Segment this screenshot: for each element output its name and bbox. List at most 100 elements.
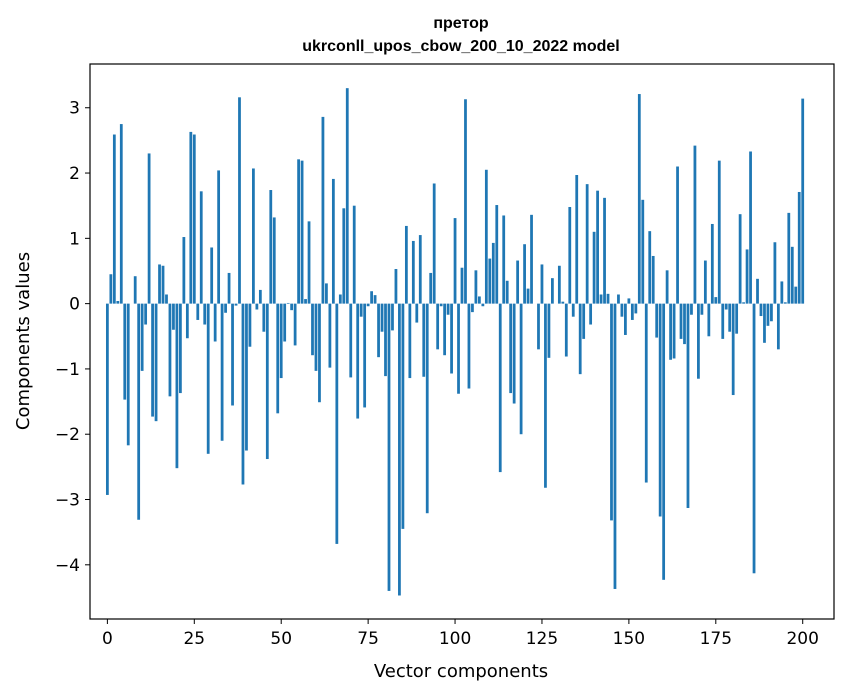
y-tick-label: 1	[69, 229, 80, 249]
bar-152	[634, 303, 638, 314]
bar-124	[537, 303, 540, 350]
bar-188	[759, 303, 763, 317]
bar-125	[540, 264, 544, 304]
bar-57	[304, 299, 307, 304]
bar-14	[154, 303, 158, 422]
bar-169	[693, 145, 697, 304]
bar-164	[676, 166, 679, 304]
bar-112	[495, 205, 499, 304]
bar-63	[325, 283, 328, 304]
bar-102	[460, 267, 464, 304]
bar-73	[359, 303, 363, 317]
bar-64	[328, 303, 332, 368]
bar-48	[272, 217, 276, 304]
bar-194	[780, 281, 784, 304]
bar-186	[752, 303, 756, 574]
bar-106	[474, 270, 478, 304]
bar-71	[352, 205, 356, 304]
bar-171	[700, 303, 704, 315]
bar-31	[213, 303, 217, 342]
bar-137	[582, 303, 586, 339]
bar-47	[269, 190, 273, 304]
bar-109	[484, 169, 488, 304]
bar-195	[783, 302, 787, 304]
bar-155	[644, 303, 648, 483]
bar-128	[551, 278, 554, 304]
bar-167	[686, 303, 690, 508]
bar-27	[199, 191, 203, 304]
bar-52	[286, 302, 290, 304]
bar-174	[710, 223, 714, 304]
bar-144	[606, 293, 610, 304]
bar-198	[794, 286, 798, 304]
bar-132	[564, 303, 568, 357]
bar-28	[203, 303, 207, 325]
bar-20	[175, 303, 179, 469]
bar-74	[363, 303, 367, 408]
bar-1	[109, 274, 113, 304]
bar-42	[252, 168, 255, 304]
bar-140	[592, 231, 596, 304]
bar-177	[721, 303, 725, 339]
bar-41	[248, 303, 252, 347]
x-tick-label: 175	[700, 629, 732, 649]
bar-134	[571, 303, 575, 317]
bar-151	[630, 303, 634, 320]
bar-161	[665, 270, 669, 304]
bar-150	[627, 298, 631, 304]
bar-103	[464, 99, 467, 304]
bar-94	[432, 183, 436, 304]
bar-38	[238, 97, 241, 304]
bar-61	[318, 303, 321, 403]
bar-84	[398, 303, 401, 596]
bar-59	[311, 303, 314, 356]
bar-67	[338, 294, 342, 304]
bar-116	[509, 303, 513, 394]
bar-96	[439, 303, 443, 307]
bar-100	[453, 218, 457, 304]
bar-13	[151, 303, 154, 417]
bar-111	[491, 242, 495, 304]
bar-95	[436, 303, 440, 350]
bar-82	[391, 303, 394, 331]
bar-187	[756, 278, 759, 304]
bar-21	[179, 303, 182, 394]
bar-88	[411, 240, 415, 304]
bar-92	[425, 303, 429, 514]
y-tick-label: −3	[55, 491, 80, 511]
x-tick-label: 100	[439, 629, 471, 649]
bar-146	[613, 303, 617, 589]
bar-139	[589, 303, 593, 325]
bar-34	[224, 303, 227, 313]
bar-104	[467, 303, 471, 389]
bar-142	[599, 294, 603, 304]
x-axis-ticks: 0 25 50 75 100 125 150 175 200	[102, 619, 819, 649]
bar-99	[450, 303, 453, 374]
bar-148	[620, 303, 624, 317]
bar-19	[172, 303, 175, 330]
bar-15	[158, 264, 161, 304]
bar-122	[530, 214, 533, 304]
bar-33	[220, 303, 224, 441]
bar-81	[387, 303, 391, 591]
x-tick-label: 50	[270, 629, 292, 649]
bar-108	[481, 303, 485, 307]
bar-114	[502, 215, 506, 304]
bar-190	[766, 303, 770, 326]
bar-87	[408, 303, 412, 379]
bar-130	[557, 265, 561, 304]
y-tick-label: −4	[55, 556, 80, 576]
bar-0	[105, 303, 109, 495]
bar-49	[276, 303, 280, 414]
bar-10	[140, 303, 144, 371]
bar-91	[422, 303, 426, 377]
bar-172	[703, 260, 707, 304]
bar-110	[488, 258, 492, 304]
bar-9	[137, 303, 141, 520]
x-tick-label: 25	[183, 629, 205, 649]
bar-90	[418, 235, 422, 304]
bar-184	[745, 249, 749, 304]
bar-182	[738, 214, 742, 304]
bar-107	[477, 296, 481, 304]
bar-98	[446, 303, 450, 315]
